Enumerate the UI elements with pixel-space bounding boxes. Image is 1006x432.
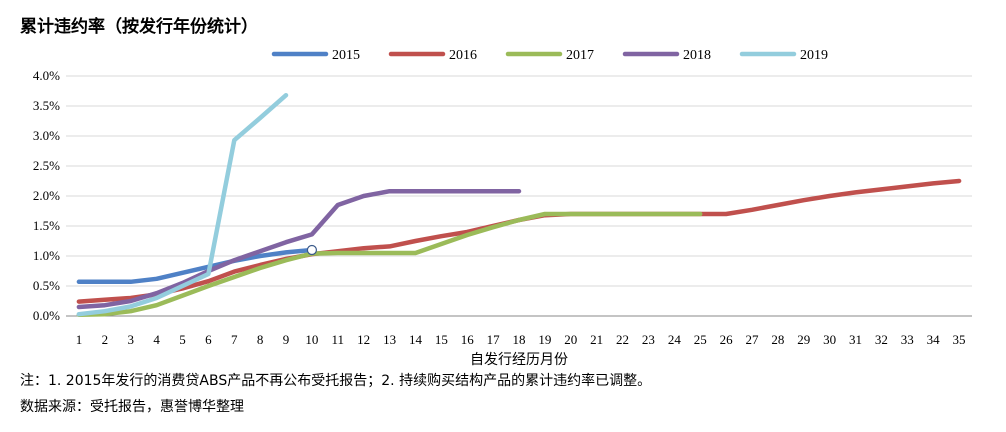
- legend: 2015 2016 2017 2018 2019: [271, 48, 828, 63]
- x-tick-label: 19: [538, 332, 551, 347]
- y-tick-label: 2.0%: [33, 188, 60, 203]
- x-tick-label: 20: [564, 332, 577, 347]
- x-tick-label: 10: [305, 332, 318, 347]
- x-tick-label: 11: [332, 332, 345, 347]
- footnote: 注：1. 2015年发行的消费贷ABS产品不再公布受托报告；2. 持续购买结构产…: [20, 373, 652, 389]
- series-line-2015: [76, 247, 315, 285]
- x-tick-label: 13: [383, 332, 396, 347]
- y-tick-label: 1.5%: [33, 218, 60, 233]
- x-tick-label: 23: [642, 332, 655, 347]
- x-tick-label: 14: [409, 332, 423, 347]
- x-tick-label: 27: [745, 332, 759, 347]
- x-tick-label: 32: [875, 332, 888, 347]
- y-tick-label: 4.0%: [33, 68, 60, 83]
- x-tick-label: 24: [668, 332, 682, 347]
- gridlines: [66, 75, 972, 317]
- data-source: 数据来源：受托报告，惠誉博华整理: [20, 399, 244, 415]
- y-tick-label: 1.0%: [33, 248, 60, 263]
- legend-label: 2017: [566, 48, 594, 63]
- x-tick-label: 4: [153, 332, 160, 347]
- x-tick-label: 8: [257, 332, 264, 347]
- x-tick-label: 17: [487, 332, 501, 347]
- series-line-2019: [76, 92, 289, 317]
- y-tick-label: 3.5%: [33, 98, 60, 113]
- x-tick-label: 5: [179, 332, 186, 347]
- series-line-2017: [76, 211, 703, 318]
- series-line-2018: [76, 188, 522, 310]
- x-tick-label: 16: [461, 332, 475, 347]
- x-tick-label: 34: [927, 332, 941, 347]
- x-tick-label: 2: [102, 332, 109, 347]
- legend-label: 2018: [683, 48, 711, 63]
- chart-title: 累计违约率（按发行年份统计）: [20, 17, 258, 37]
- legend-label: 2015: [332, 48, 360, 63]
- x-tick-label: 18: [513, 332, 526, 347]
- x-tick-label: 7: [231, 332, 238, 347]
- x-tick-label: 6: [205, 332, 212, 347]
- x-tick-label: 12: [357, 332, 370, 347]
- x-tick-label: 1: [76, 332, 83, 347]
- y-tick-label: 3.0%: [33, 128, 60, 143]
- y-axis-ticks: 0.0% 0.5% 1.0% 1.5% 2.0% 2.5% 3.0% 3.5% 4.0%: [33, 68, 60, 323]
- y-tick-label: 2.5%: [33, 158, 60, 173]
- x-tick-label: 33: [901, 332, 914, 347]
- x-tick-label: 35: [953, 332, 966, 347]
- x-axis: 1 2 3 4 5 6 7 8 9 10 11 12 13 14 15 16 17 18 19 20 21 22 23 24 2…: [76, 332, 966, 347]
- y-tick-label: 0.0%: [33, 308, 60, 323]
- series-lines: [76, 92, 962, 318]
- x-tick-label: 21: [590, 332, 603, 347]
- x-tick-label: 3: [127, 332, 134, 347]
- x-tick-label: 22: [616, 332, 629, 347]
- legend-label: 2016: [449, 48, 477, 63]
- y-tick-label: 0.5%: [33, 278, 60, 293]
- x-tick-label: 31: [849, 332, 862, 347]
- series-end-marker: [306, 244, 318, 256]
- x-tick-label: 26: [720, 332, 734, 347]
- legend-label: 2019: [800, 48, 828, 63]
- x-tick-label: 30: [823, 332, 836, 347]
- x-tick-label: 9: [283, 332, 290, 347]
- x-tick-label: 25: [694, 332, 707, 347]
- x-tick-label: 15: [435, 332, 448, 347]
- x-tick-label: 28: [771, 332, 784, 347]
- x-axis-label: 自发行经历月份: [470, 352, 568, 368]
- x-tick-label: 29: [797, 332, 810, 347]
